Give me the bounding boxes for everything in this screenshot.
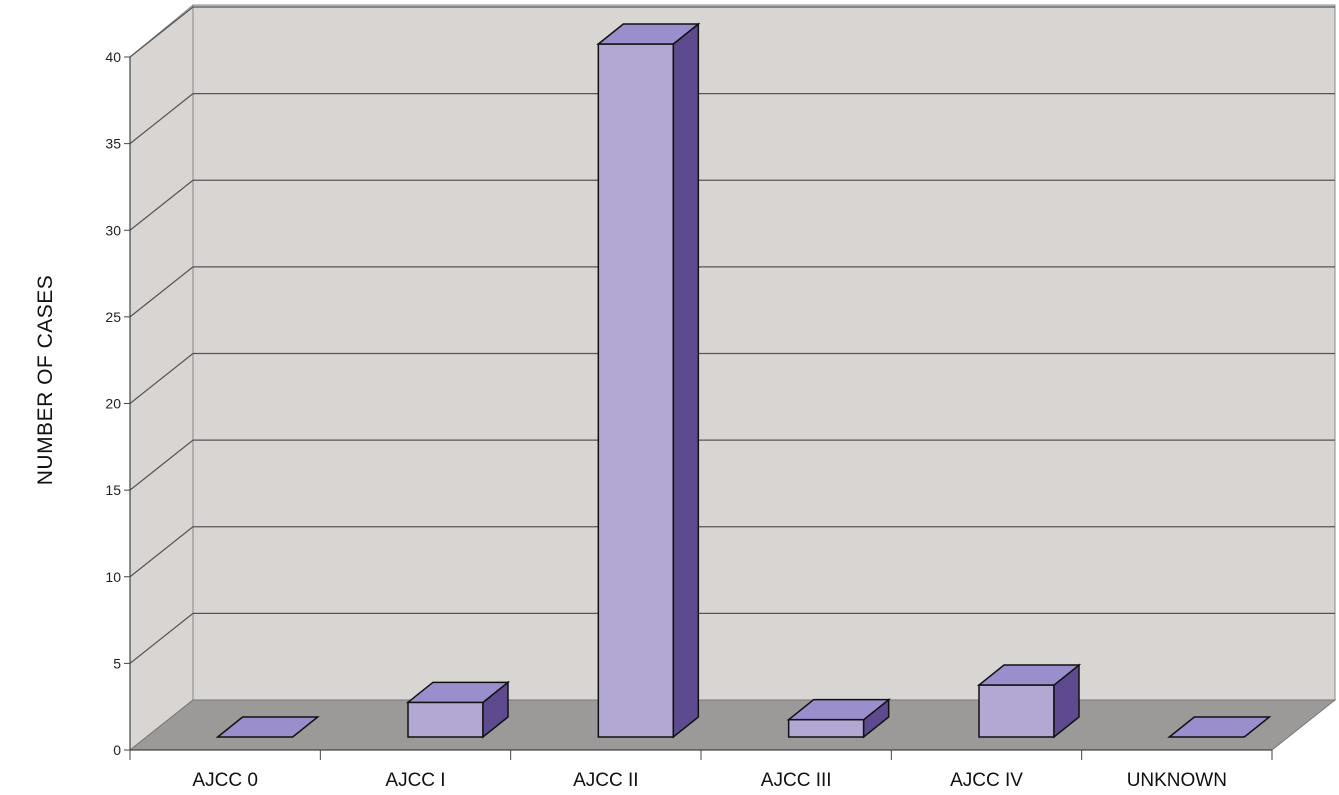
y-tick-label: 0: [113, 742, 121, 758]
back-wall: [192, 4, 1336, 701]
x-category-label: UNKNOWN: [1127, 770, 1227, 791]
bar-top: [215, 716, 320, 738]
bar-top: [786, 698, 891, 721]
gridline: [129, 612, 1335, 664]
bar-front: [407, 701, 484, 738]
bars: [215, 22, 1272, 739]
bar-5: [976, 663, 1082, 739]
gridline: [129, 439, 1335, 491]
gridlines: [129, 6, 1335, 664]
bar-side: [672, 22, 700, 739]
y-tick-label: 10: [105, 569, 121, 585]
floor: [128, 699, 1337, 751]
bar-top: [1167, 716, 1272, 738]
bar-1: [215, 716, 320, 738]
gridline: [129, 352, 1335, 404]
x-category-label: AJCC II: [573, 770, 638, 791]
x-axis: AJCC 0 AJCC I AJCC II AJCC III AJCC IV UNKNOW…: [129, 749, 1273, 791]
x-category-label: AJCC IV: [950, 770, 1023, 791]
y-tick-label: 20: [105, 396, 121, 412]
y-tick-label: 5: [113, 655, 121, 671]
gridline: [129, 266, 1335, 318]
y-tick-label: 15: [105, 482, 121, 498]
x-category-label: AJCC I: [385, 770, 445, 791]
gridline: [129, 179, 1335, 231]
y-tick-label: 25: [105, 309, 121, 325]
y-tick-label: 30: [105, 222, 121, 238]
gridline: [129, 6, 1335, 58]
y-tick-label: 40: [105, 49, 121, 65]
bar-4: [786, 698, 891, 739]
bar-6: [1167, 716, 1272, 738]
x-category-label: AJCC 0: [192, 770, 257, 791]
gridline: [129, 93, 1335, 145]
bar-top: [405, 681, 511, 704]
x-category-label: AJCC III: [761, 770, 832, 791]
gridline: [129, 526, 1335, 578]
bar-front: [978, 684, 1055, 738]
y-axis: 0 5 10 15 20 25 30 35 40: [105, 49, 131, 758]
chart-walls: [128, 3, 1337, 752]
bar-top: [596, 23, 701, 45]
bar-top: [976, 664, 1082, 686]
bar-front: [597, 43, 675, 738]
bar-3: [596, 22, 701, 739]
bar-2: [405, 680, 511, 739]
y-axis-title: NUMBER OF CASES: [34, 275, 57, 486]
y-tick-label: 35: [105, 136, 121, 152]
bar-front: [787, 718, 865, 738]
